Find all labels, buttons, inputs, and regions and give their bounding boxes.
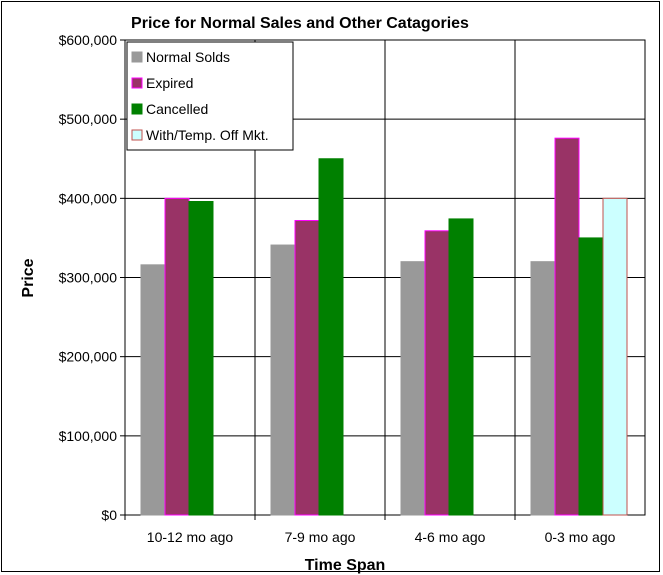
y-tick-label: $500,000 — [59, 111, 118, 127]
bar-0-1 — [270, 244, 296, 516]
legend-label-3: With/Temp. Off Mkt. — [146, 127, 269, 143]
bar-1-2 — [424, 230, 450, 516]
bar-1-3 — [554, 137, 580, 516]
bar-1-1 — [294, 220, 320, 516]
legend-swatch-2 — [131, 103, 143, 115]
y-axis-ticks: $0 $100,000 $200,000 $300,000 $400,000 $500,0… — [59, 32, 125, 523]
x-axis-label: Time Span — [305, 557, 386, 574]
y-axis-label: Price — [20, 258, 37, 297]
bar-0-2 — [400, 261, 426, 516]
bar-2-2 — [448, 218, 474, 516]
x-tick-label: 0-3 mo ago — [545, 529, 616, 545]
y-tick-label: $300,000 — [59, 270, 118, 286]
legend-swatch-0 — [131, 51, 143, 63]
bar-2-1 — [318, 158, 344, 516]
bar-3-3 — [602, 197, 628, 516]
x-tick-label: 7-9 mo ago — [285, 529, 356, 545]
x-tick-label: 4-6 mo ago — [415, 529, 486, 545]
legend-label-1: Expired — [146, 75, 193, 91]
legend: Normal Solds Expired Cancelled With/Temp. O… — [126, 41, 294, 151]
bar-2-3 — [578, 237, 604, 516]
legend-label-0: Normal Solds — [146, 49, 230, 65]
legend-box — [126, 41, 294, 151]
y-tick-label: $600,000 — [59, 32, 118, 48]
y-tick-label: $0 — [101, 507, 117, 523]
y-tick-label: $100,000 — [59, 428, 118, 444]
y-tick-label: $400,000 — [59, 190, 118, 206]
legend-swatch-3 — [131, 129, 143, 141]
y-tick-label: $200,000 — [59, 349, 118, 365]
legend-swatch-1 — [131, 77, 143, 89]
x-tick-label: 10-12 mo ago — [147, 529, 234, 545]
x-axis-ticks: 10-12 mo ago 7-9 mo ago 4-6 mo ago 0-3 mo a… — [124, 515, 616, 545]
bar-1-0 — [164, 197, 190, 516]
chart-title: Price for Normal Sales and Other Catagor… — [131, 15, 469, 32]
bar-0-3 — [530, 261, 556, 516]
bars — [140, 137, 628, 516]
bar-2-0 — [188, 201, 214, 516]
legend-label-2: Cancelled — [146, 101, 208, 117]
bar-0-0 — [140, 264, 166, 516]
